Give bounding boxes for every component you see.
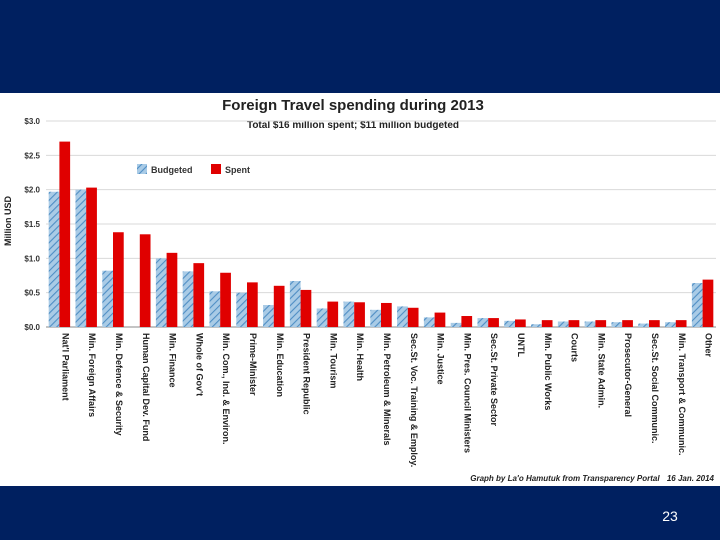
bar-budgeted [209,291,221,327]
bar-spent [702,279,714,327]
bar-budgeted [691,283,703,327]
bar-spent [220,272,231,327]
y-tick-label: $3.0 [24,117,40,126]
legend-swatch-spent [211,164,221,174]
x-tick-label: Min. Justice [436,333,446,385]
bar-spent [193,263,205,327]
bar-spent [434,312,446,327]
bar-budgeted [236,292,247,327]
x-tick-label: Human Capital Dev. Fund [141,333,151,441]
x-tick-label: Min. Finance [168,333,178,388]
x-tick-label: Min. Education [275,333,285,397]
x-tick-label: Prosecutor-General [623,333,633,417]
source-credit: Graph by La'o Hamutuk from Transparency … [470,474,714,483]
bar-spent [166,252,178,327]
legend-swatch-budgeted [137,164,147,174]
bar-budgeted [75,189,87,327]
bar-spent [300,289,312,327]
bar-budgeted [397,306,408,327]
bar-spent [327,301,339,327]
bar-budgeted [477,318,489,327]
x-tick-label: Sec.St. Social Communic. [650,333,660,444]
bar-budgeted [343,301,355,327]
bar-budgeted [531,324,542,327]
chart-title: Foreign Travel spending during 2013 [222,97,484,114]
bar-spent [247,282,258,327]
bar-spent [407,307,419,327]
bar-budgeted [557,321,569,327]
x-tick-label: Min. Transport & Communic. [677,333,687,456]
x-tick-label: Min. Petroleum & Minerals [382,333,392,446]
x-tick-label: Min. Defence & Security [114,333,124,436]
source-date: 16 Jan. 2014 [667,474,715,483]
bar-spent [622,320,633,327]
x-tick-label: Min. State Admin. [596,333,606,408]
x-tick-label: Min. Com., Ind. & Environ. [221,333,231,445]
bar-budgeted [638,323,649,327]
x-tick-label: Sec.St. Voc. Training & Employ. [409,333,419,467]
y-tick-label: $1.0 [24,254,40,263]
bar-spent [86,187,97,327]
x-tick-label: Whole of Gov't [194,333,204,396]
x-axis-labels: Nat'l Parliament Min. Foreign Affairs Min.… [60,333,713,467]
bar-spent [649,320,660,327]
bar-budgeted [611,322,623,327]
x-tick-label: Min. Health [355,333,365,381]
x-tick-label: Min. Pres. Council Ministers [462,333,472,453]
bar-spent [541,320,553,327]
chart-panel: Foreign Travel spending during 2013 Tota… [0,93,720,486]
x-tick-label: Prime-Minister [248,333,258,396]
x-tick-label: UNTL [516,333,526,357]
y-axis-ticks: $0.0 $0.5 $1.0 $1.5 $2.0 $2.5 $3.0 [24,117,40,332]
bar-budgeted [263,305,274,327]
bar-spent [675,320,687,327]
x-tick-label: Other [704,333,714,358]
y-tick-label: $2.5 [24,151,40,160]
x-tick-label: Min. Foreign Affairs [87,333,97,417]
bar-budgeted [102,270,113,327]
bar-budgeted [370,309,381,327]
bar-budgeted [423,317,435,327]
bar-spent [568,320,580,327]
x-tick-label: Min. Public Works [543,333,553,410]
bar-spent [461,316,473,327]
bar-chart: Foreign Travel spending during 2013 Tota… [3,97,716,483]
bar-budgeted [584,321,596,327]
y-tick-label: $0.0 [24,323,40,332]
bar-spent [59,141,71,327]
source-text: Graph by La'o Hamutuk from Transparency … [470,474,660,483]
bar-spent [354,302,365,327]
y-tick-label: $0.5 [24,289,40,298]
x-tick-label: Min. Tourism [328,333,338,388]
bar-budgeted [155,258,167,327]
bar-spent [595,320,607,327]
x-tick-label: Courts [570,333,580,362]
chart-subtitle: Total $16 million spent; $11 million bud… [247,120,459,131]
x-tick-label: Sec.St. Private Sector [489,333,499,427]
x-tick-label: Nat'l Parliament [60,333,70,401]
x-tick-label: President Republic [302,333,312,415]
bar-spent [139,234,151,327]
legend-label-spent: Spent [225,165,250,175]
legend-label-budgeted: Budgeted [151,165,193,175]
bar-spent [381,302,392,327]
y-axis-label: Million USD [3,196,13,246]
bar-spent [273,285,285,327]
page-number: 23 [662,508,678,524]
y-tick-label: $2.0 [24,186,40,195]
bar-budgeted [504,320,515,327]
bar-budgeted [316,308,328,327]
bar-spent [113,232,124,327]
bar-budgeted [289,280,301,327]
bar-spent [515,319,526,327]
bar-budgeted [450,322,462,327]
y-tick-label: $1.5 [24,220,40,229]
bar-budgeted [182,271,194,327]
bar-spent [488,318,499,327]
bar-budgeted [48,191,60,327]
bars [48,141,714,327]
legend: Budgeted Spent [137,164,250,175]
bar-budgeted [665,322,676,327]
